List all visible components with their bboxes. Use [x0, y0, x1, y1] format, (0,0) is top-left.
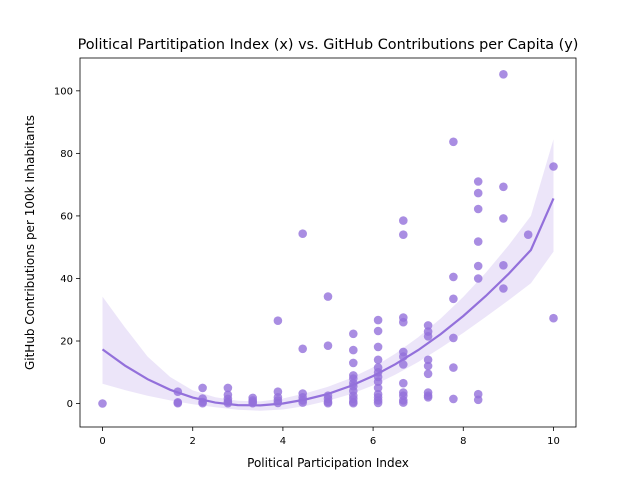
data-point [323, 341, 333, 351]
data-point [399, 360, 408, 369]
data-point [349, 358, 358, 368]
data-point [98, 399, 107, 408]
data-point [473, 204, 483, 214]
data-point [173, 387, 183, 397]
data-point [298, 398, 308, 407]
data-point [373, 383, 383, 393]
data-point [423, 332, 433, 341]
data-point [549, 162, 558, 171]
data-point [473, 395, 483, 405]
data-point [349, 329, 358, 339]
data-point [399, 230, 408, 239]
x-tick-label: 4 [280, 436, 286, 447]
data-point [223, 398, 233, 408]
data-point [423, 369, 433, 379]
y-ticks: 0 20 40 60 80 100 [54, 86, 80, 410]
data-point [399, 216, 408, 225]
data-point [373, 398, 383, 408]
data-point [298, 229, 308, 238]
confidence-band-layer [102, 139, 554, 411]
data-point [499, 214, 508, 223]
data-point [399, 378, 408, 388]
x-axis-label: Political Participation Index [247, 456, 409, 470]
data-point [198, 398, 207, 408]
data-point [449, 137, 458, 147]
data-point [473, 177, 483, 186]
data-point [449, 363, 458, 372]
data-point [349, 345, 358, 355]
x-tick-label: 2 [190, 436, 196, 447]
confidence-band [102, 139, 554, 411]
y-tick-label: 40 [60, 274, 73, 285]
data-point [273, 398, 283, 408]
data-point [423, 393, 433, 402]
data-points-layer [98, 70, 558, 408]
data-point [298, 344, 308, 354]
y-axis-label: GitHub Contributions per 100k Inhabitant… [23, 115, 37, 370]
data-point [423, 361, 433, 371]
data-point [499, 70, 508, 79]
y-tick-label: 0 [67, 399, 73, 410]
data-point [373, 377, 383, 387]
data-point [499, 182, 508, 192]
data-point [473, 261, 483, 271]
x-tick-label: 6 [370, 436, 376, 447]
data-point [399, 352, 408, 361]
data-point [323, 292, 333, 301]
data-point [449, 272, 458, 282]
data-point [549, 313, 558, 323]
data-point [449, 294, 458, 304]
data-point [399, 317, 408, 327]
data-point [373, 326, 383, 336]
y-tick-label: 60 [60, 211, 73, 222]
chart-title: Political Partitipation Index (x) vs. Gi… [78, 37, 579, 53]
data-point [499, 261, 508, 270]
data-point [373, 315, 383, 325]
y-tick-label: 100 [54, 86, 73, 97]
x-tick-label: 8 [460, 436, 466, 447]
data-point [323, 398, 333, 408]
data-point [223, 383, 233, 393]
data-point [349, 398, 358, 408]
data-point [373, 342, 383, 352]
axes-frame [79, 57, 577, 428]
y-tick-label: 80 [60, 149, 73, 160]
data-point [248, 398, 257, 408]
data-point [473, 237, 483, 246]
x-tick-label: 10 [547, 436, 560, 447]
data-point [273, 316, 283, 326]
data-point [473, 274, 483, 283]
y-tick-label: 20 [60, 337, 73, 348]
data-point [423, 355, 433, 365]
data-point [473, 188, 483, 198]
data-point [449, 394, 458, 404]
data-point [449, 333, 458, 343]
data-point [399, 398, 408, 407]
x-ticks: 0 2 4 6 8 10 [99, 427, 560, 447]
data-point [198, 383, 207, 393]
data-point [523, 230, 533, 239]
data-point [373, 355, 383, 365]
data-point [173, 398, 183, 408]
x-tick-label: 0 [99, 436, 105, 447]
data-point [499, 284, 508, 293]
data-point [423, 321, 433, 330]
